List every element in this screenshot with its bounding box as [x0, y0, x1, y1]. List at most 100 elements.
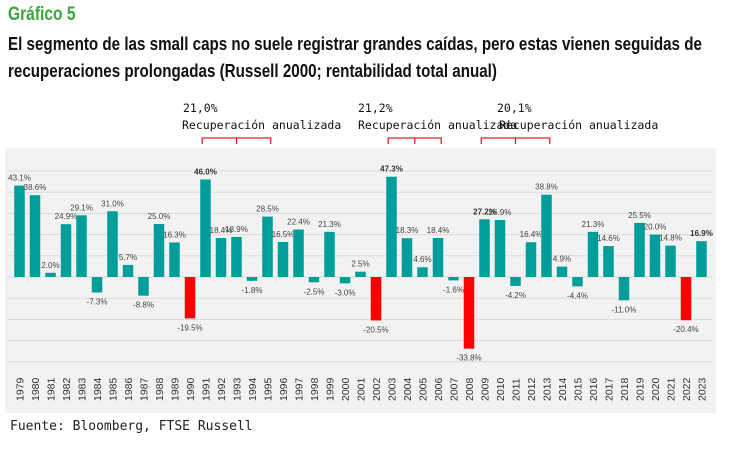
year-label-1979: 1979 [15, 377, 27, 401]
year-label-1987: 1987 [139, 377, 151, 401]
year-label-2000: 2000 [340, 377, 352, 401]
year-label-2015: 2015 [573, 377, 585, 401]
data-label-1982: 24.9% [55, 212, 78, 221]
data-label-2004: 18.3% [396, 226, 419, 235]
data-label-2008: -33.8% [456, 354, 481, 363]
bar-1983 [76, 215, 87, 277]
data-label-1996: 16.5% [272, 230, 295, 239]
bar-1994 [246, 277, 258, 281]
data-label-2016: 21.3% [582, 220, 605, 229]
data-label-2001: 2.5% [351, 260, 369, 269]
annotation-text: Recuperación anualizada [182, 118, 341, 132]
bar-2016 [587, 231, 599, 277]
year-label-1999: 1999 [325, 377, 337, 401]
data-label-1990: -19.5% [177, 323, 202, 332]
bar-2017 [603, 246, 614, 277]
bar-1988 [153, 224, 165, 277]
year-label-1984: 1984 [92, 377, 104, 401]
data-label-1999: 21.3% [318, 220, 341, 229]
bar-2018 [618, 277, 630, 301]
data-label-2009: 27.2% [473, 207, 496, 216]
data-label-1989: 16.3% [163, 230, 186, 239]
bar-1995 [262, 216, 273, 277]
year-label-1981: 1981 [46, 377, 58, 401]
data-label-2006: 18.4% [427, 226, 450, 235]
year-label-2018: 2018 [619, 377, 631, 401]
bar-1989 [169, 242, 180, 277]
bar-2012 [525, 242, 537, 277]
bar-2009 [479, 219, 490, 277]
bar-1998 [308, 277, 320, 283]
bar-1999 [324, 231, 335, 277]
bar-1992 [215, 237, 227, 277]
bar-1990 [184, 277, 196, 319]
data-label-2023: 16.9% [690, 229, 713, 238]
bar-2013 [541, 194, 552, 277]
year-label-1988: 1988 [154, 377, 166, 401]
year-label-2012: 2012 [526, 377, 538, 401]
year-label-2006: 2006 [433, 377, 445, 401]
data-label-1984: -7.3% [87, 297, 108, 306]
bar-2015 [572, 277, 583, 287]
bar-1987 [138, 277, 149, 296]
data-label-2017: 14.6% [597, 234, 620, 243]
year-label-1990: 1990 [185, 377, 197, 401]
data-label-1997: 22.4% [287, 218, 310, 227]
data-label-1993: 18.9% [225, 225, 248, 234]
bar-2001 [355, 271, 366, 277]
year-label-2016: 2016 [588, 377, 600, 401]
year-label-2009: 2009 [480, 377, 492, 401]
year-label-2011: 2011 [511, 378, 523, 401]
bar-2010 [494, 219, 506, 277]
year-label-2022: 2022 [681, 377, 693, 401]
bar-2021 [665, 245, 676, 277]
data-label-2002: -20.5% [363, 325, 388, 334]
source-note: Fuente: Bloomberg, FTSE Russell [10, 419, 253, 434]
year-label-2007: 2007 [449, 377, 461, 401]
bar-1981 [45, 272, 56, 277]
annotation-value: 21,0% [183, 101, 218, 115]
chart-title: El segmento de las small caps no suele r… [8, 33, 702, 81]
annotation-text: Recuperación anualizada [358, 118, 517, 132]
bar-2019 [634, 222, 645, 277]
year-label-2020: 2020 [650, 377, 662, 401]
year-label-1985: 1985 [108, 377, 120, 401]
data-label-2021: 14.8% [659, 234, 682, 243]
data-label-1992: 18.4% [210, 226, 233, 235]
year-label-2013: 2013 [542, 377, 554, 401]
data-label-2013: 38.8% [535, 183, 558, 192]
data-label-1986: 5.7% [119, 253, 137, 262]
data-label-1994: -1.8% [242, 286, 263, 295]
data-label-1979: 43.1% [8, 174, 31, 183]
chart-kicker: Gráfico 5 [8, 4, 76, 25]
year-label-2002: 2002 [371, 377, 383, 401]
year-label-1989: 1989 [170, 377, 182, 401]
data-label-2019: 25.5% [628, 211, 651, 220]
data-label-1988: 25.0% [148, 212, 171, 221]
year-label-1982: 1982 [61, 377, 73, 401]
bar-2004 [401, 238, 413, 277]
year-label-2003: 2003 [387, 377, 399, 401]
data-label-2010: 26.9% [489, 208, 512, 217]
year-label-2010: 2010 [495, 377, 507, 401]
bar-1980 [29, 195, 41, 277]
data-label-1998: -2.5% [304, 287, 325, 296]
year-label-1991: 1991 [201, 377, 213, 401]
bar-1986 [122, 264, 134, 277]
year-label-2019: 2019 [635, 377, 647, 401]
data-label-2018: -11.0% [612, 305, 637, 314]
data-label-1983: 29.1% [70, 203, 93, 212]
year-label-1983: 1983 [77, 377, 89, 401]
data-label-2000: -3.0% [335, 288, 356, 297]
year-label-1996: 1996 [278, 377, 290, 401]
year-label-2004: 2004 [402, 377, 414, 401]
year-label-2017: 2017 [604, 377, 616, 401]
bar-2022 [680, 277, 692, 321]
bar-1997 [293, 229, 304, 277]
bar-1985 [107, 211, 118, 277]
plot-area [5, 148, 716, 413]
bar-1991 [200, 179, 211, 277]
bar-2014 [556, 266, 568, 277]
annotation-value: 20,1% [497, 101, 532, 115]
year-label-2008: 2008 [464, 377, 476, 401]
